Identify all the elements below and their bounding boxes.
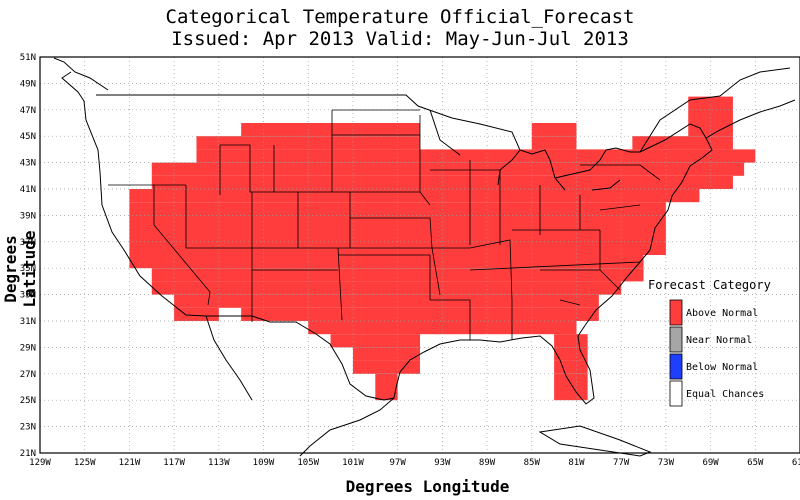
above-normal-cells	[129, 96, 756, 401]
above-normal-cell	[129, 255, 644, 269]
above-normal-cell	[554, 334, 588, 348]
title-line-1: Categorical Temperature Official_Forecas…	[165, 6, 635, 28]
x-tick-label: 65W	[747, 458, 764, 468]
x-tick-label: 129W	[29, 458, 51, 468]
above-normal-cell	[151, 162, 745, 176]
x-tick-label: 93W	[434, 458, 451, 468]
above-normal-cell	[241, 307, 599, 321]
y-tick-label: 49N	[20, 79, 36, 89]
above-normal-cell	[352, 347, 420, 361]
legend-label: Above Normal	[686, 308, 758, 319]
x-tick-label: 105W	[297, 458, 319, 468]
coastline-and-borders	[53, 57, 796, 457]
x-tick-label: 97W	[390, 458, 407, 468]
legend-swatch	[669, 326, 683, 353]
x-tick-label: 73W	[658, 458, 675, 468]
above-normal-cell	[554, 387, 588, 401]
above-normal-cell	[174, 294, 599, 308]
above-normal-cell	[308, 321, 577, 335]
above-normal-cell	[330, 334, 420, 348]
x-tick-label: 101W	[342, 458, 364, 468]
above-normal-cell	[174, 307, 219, 321]
legend-swatch	[669, 380, 683, 407]
legend-swatch	[669, 299, 683, 326]
above-normal-cell	[531, 123, 577, 137]
legend-title: Forecast Category	[648, 278, 771, 292]
x-tick-label: 117W	[163, 458, 185, 468]
x-tick-label: 121W	[119, 458, 141, 468]
plot-frame	[39, 56, 800, 454]
title-line-2: Issued: Apr 2013 Valid: May-Jun-Jul 2013	[171, 28, 629, 50]
y-tick-label: 39N	[20, 211, 36, 221]
x-tick-label: 85W	[524, 458, 541, 468]
x-tick-label: 109W	[253, 458, 275, 468]
legend-label: Equal Chances	[686, 389, 764, 400]
y-tick-label: 45N	[20, 132, 36, 142]
x-tick-label: 81W	[568, 458, 585, 468]
above-normal-cell	[352, 360, 420, 374]
above-normal-cell	[129, 189, 700, 203]
above-normal-cell	[554, 360, 588, 374]
y-tick-label: 41N	[20, 185, 36, 195]
y-tick-label: 31N	[20, 317, 36, 327]
above-normal-cell	[531, 136, 577, 150]
x-tick-label: 113W	[208, 458, 230, 468]
above-normal-cell	[151, 281, 622, 295]
above-normal-cell	[375, 387, 398, 401]
y-tick-labels: 21N 23N 25N 27N 29N 31N 33N 35N 37N 39N 41N 43N 45N 4…	[20, 53, 36, 459]
above-normal-cell	[196, 149, 756, 163]
above-normal-cell	[241, 123, 420, 137]
y-tick-label: 35N	[20, 264, 36, 274]
y-tick-label: 33N	[20, 291, 36, 301]
y-tick-label: 23N	[20, 423, 36, 433]
above-normal-cell	[196, 136, 420, 150]
legend-swatch	[669, 353, 683, 380]
x-tick-label: 89W	[479, 458, 496, 468]
above-normal-cell	[554, 347, 588, 361]
x-tick-label: 125W	[74, 458, 96, 468]
above-normal-cell	[375, 373, 398, 387]
above-normal-cell	[554, 373, 588, 387]
state-boundaries	[108, 109, 661, 340]
above-normal-cell	[129, 202, 666, 255]
y-tick-label: 37N	[20, 238, 36, 248]
y-tick-label: 21N	[20, 449, 36, 459]
y-tick-label: 25N	[20, 396, 36, 406]
above-normal-cell	[151, 268, 644, 282]
y-tick-label: 51N	[20, 53, 36, 63]
y-tick-label: 47N	[20, 106, 36, 116]
x-axis-label: Degrees Longitude	[345, 477, 510, 496]
x-tick-label: 77W	[613, 458, 630, 468]
legend: Forecast Category Above Normal Near Norma…	[648, 278, 771, 407]
x-tick-label: 61W	[792, 458, 800, 468]
y-tick-label: 29N	[20, 343, 36, 353]
above-normal-cell	[151, 175, 733, 189]
x-tick-labels: 129W 125W 121W 117W 113W 109W 105W 101W 97W 93W 89…	[29, 458, 800, 468]
y-tick-label: 27N	[20, 370, 36, 380]
legend-label: Below Normal	[686, 362, 758, 373]
y-tick-label: 43N	[20, 159, 36, 169]
legend-label: Near Normal	[686, 335, 752, 346]
x-tick-label: 69W	[702, 458, 719, 468]
above-normal-cell	[632, 136, 733, 150]
